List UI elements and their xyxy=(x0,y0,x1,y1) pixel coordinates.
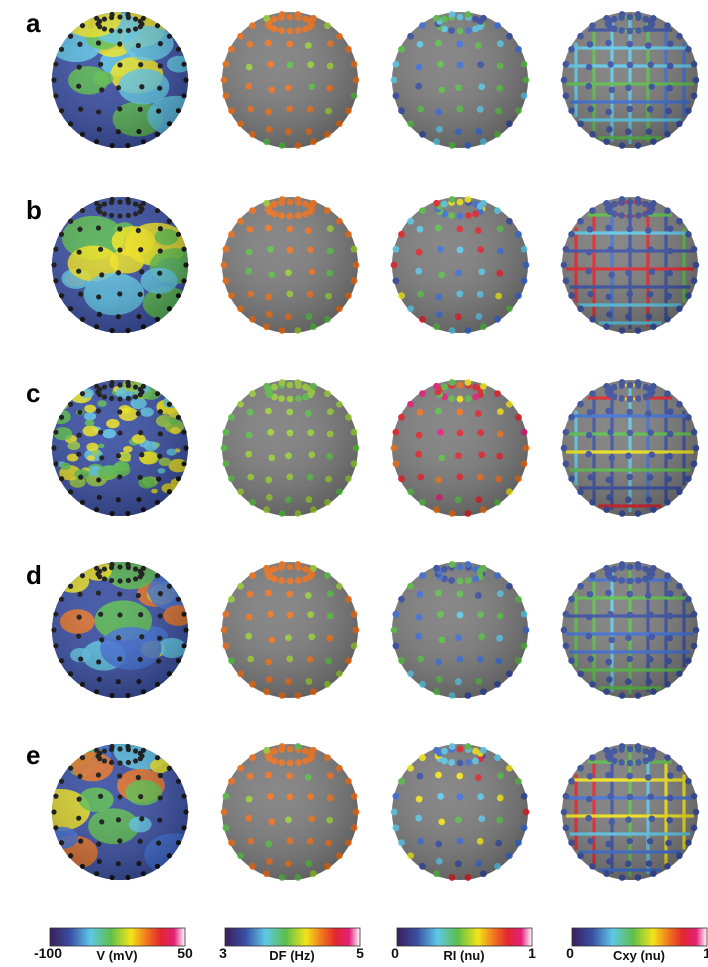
colorbar-title: Cxy (nu) xyxy=(613,948,665,963)
colorbar-2: 0 1 RI (nu) xyxy=(391,927,536,963)
row-label-b: b xyxy=(26,195,42,225)
row-label-c: c xyxy=(26,378,41,408)
sphere-b-cxy-map xyxy=(560,196,700,334)
sphere-a-cxy-map xyxy=(560,11,700,149)
sphere-b-v-map xyxy=(51,196,189,334)
sphere-c-cxy-map xyxy=(560,379,700,517)
sphere-d-v-map xyxy=(51,561,189,699)
sphere-e-df-map xyxy=(220,743,360,881)
colorbar-min-label: 3 xyxy=(219,945,227,961)
row-label-d: d xyxy=(26,560,42,590)
colorbar-3: 0 1 Cxy (nu) xyxy=(566,927,708,963)
colorbar-min-label: 0 xyxy=(391,945,399,961)
colorbar-title: RI (nu) xyxy=(443,948,484,963)
sphere-a-ri-map xyxy=(390,11,530,149)
colorbar-min-label: 0 xyxy=(566,945,574,961)
colorbar-title: DF (Hz) xyxy=(269,948,315,963)
colorbar-max-label: 50 xyxy=(177,945,193,961)
sphere-c-v-map xyxy=(51,379,189,517)
sphere-a-df-map xyxy=(220,11,360,149)
colorbar-min-label: -100 xyxy=(34,945,62,961)
sphere-a-v-map xyxy=(51,11,189,149)
sphere-b-df-map xyxy=(220,196,360,334)
sphere-e-v-map xyxy=(51,743,189,881)
sphere-c-df-map xyxy=(220,379,360,517)
sphere-e-cxy-map xyxy=(560,743,700,881)
sphere-d-cxy-map xyxy=(560,561,700,699)
sphere-d-df-map xyxy=(220,561,360,699)
sphere-c-ri-map xyxy=(390,379,530,517)
colorbar-max-label: 1 xyxy=(528,945,536,961)
colorbar-0: -100 50 V (mV) xyxy=(34,927,193,963)
sphere-b-ri-map xyxy=(390,196,530,334)
row-label-a: a xyxy=(26,8,41,38)
colorbar-max-label: 5 xyxy=(356,945,364,961)
colorbar-max-label: 1 xyxy=(703,945,708,961)
colorbar-title: V (mV) xyxy=(96,948,137,963)
sphere-d-ri-map xyxy=(390,561,530,699)
sphere-e-ri-map xyxy=(390,743,530,881)
colorbar-1: 3 5 DF (Hz) xyxy=(219,927,364,963)
row-label-e: e xyxy=(26,740,41,770)
